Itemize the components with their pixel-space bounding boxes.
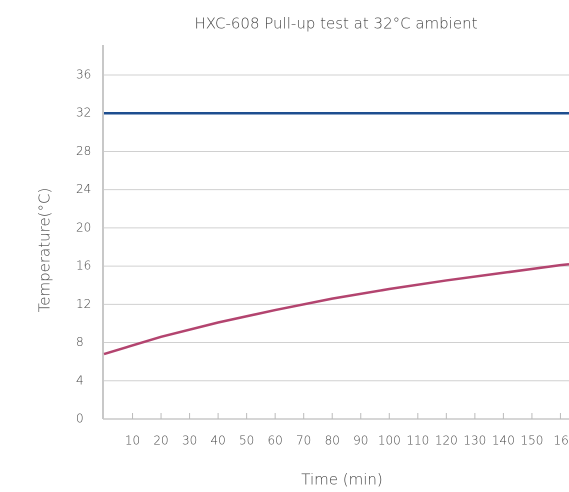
- y-tick-label: 28: [76, 144, 91, 158]
- x-tick-label: 50: [239, 434, 254, 448]
- y-tick-label: 32: [76, 106, 91, 120]
- y-tick-label: 8: [76, 335, 84, 349]
- x-tick-label: 30: [182, 434, 197, 448]
- y-tick-label: 36: [76, 68, 91, 82]
- x-tick-label: 140: [492, 434, 515, 448]
- line-series: [103, 262, 569, 356]
- x-axis-label: Time (min): [301, 471, 382, 489]
- y-axis-label: Temperature(°C): [36, 188, 54, 313]
- y-tick-label: 12: [76, 297, 91, 311]
- y-tick-label: 24: [76, 182, 91, 196]
- x-tick-label: 20: [153, 434, 168, 448]
- y-tick-label: 20: [76, 220, 91, 234]
- x-tick-label: 100: [378, 434, 401, 448]
- y-tick-label: 16: [76, 259, 91, 273]
- x-tick-label: 70: [296, 434, 311, 448]
- x-tick-label: 120: [435, 434, 458, 448]
- chart-title: HXC-608 Pull-up test at 32°C ambient: [195, 15, 478, 33]
- x-tick-label: 150: [520, 434, 543, 448]
- x-tick-label: 80: [325, 434, 340, 448]
- x-tick-label: 110: [406, 434, 429, 448]
- x-tick-label: 130: [463, 434, 486, 448]
- x-tick-label: 16: [553, 434, 568, 448]
- x-tick-label: 10: [125, 434, 140, 448]
- y-tick-label: 0: [76, 412, 84, 426]
- y-tick-label: 4: [76, 373, 84, 387]
- x-tick-label: 40: [210, 434, 225, 448]
- x-tick-label: 90: [353, 434, 368, 448]
- x-tick-label: 60: [268, 434, 283, 448]
